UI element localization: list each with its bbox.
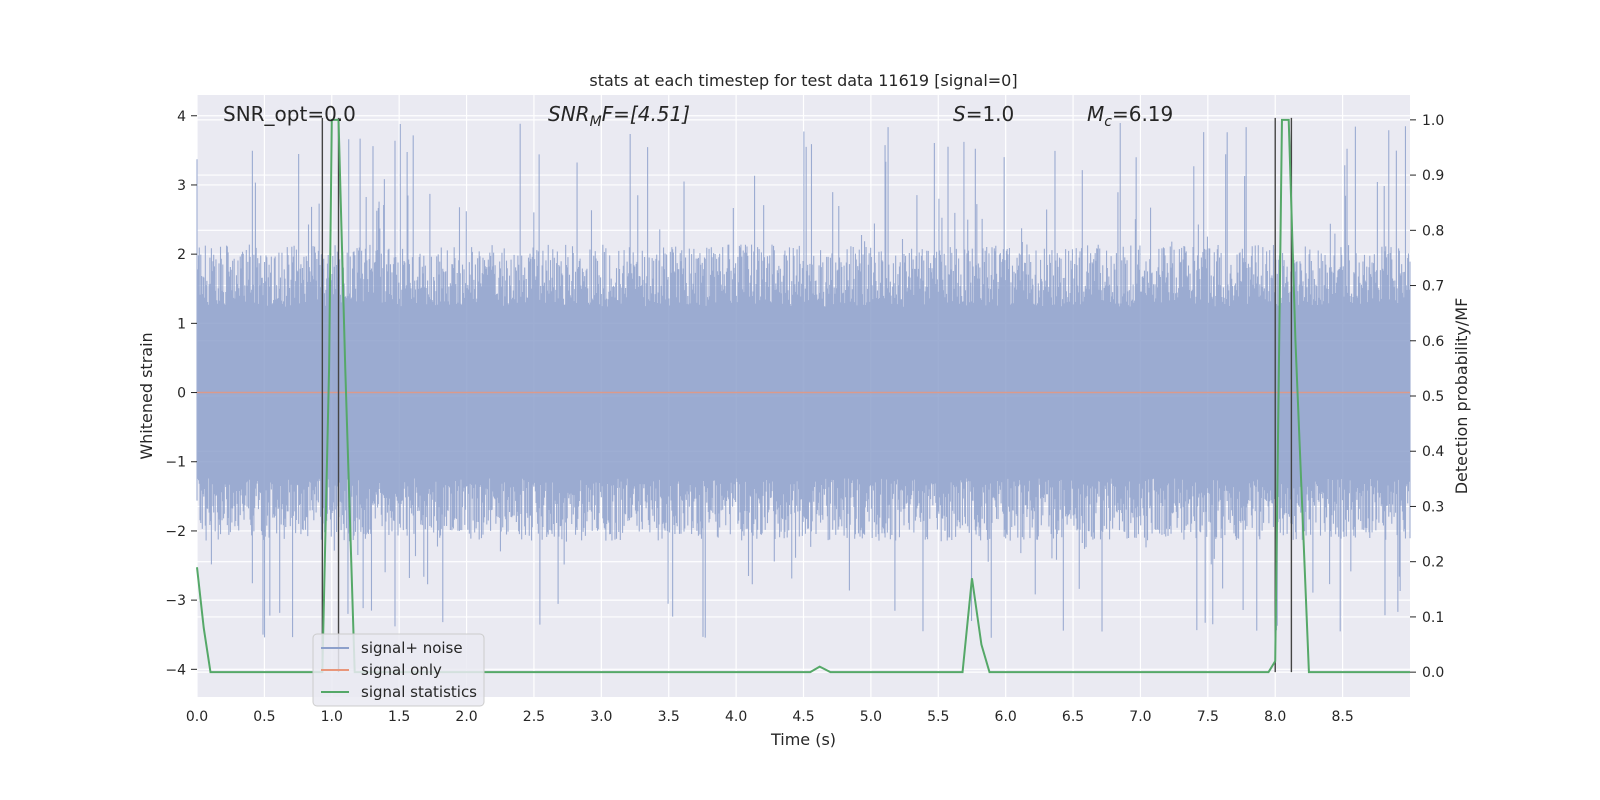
y-tick-label: −3	[165, 593, 186, 609]
y-tick-label: 0	[177, 386, 186, 402]
y-tick-label: 1	[177, 316, 186, 332]
x-tick-label: 6.0	[995, 709, 1017, 725]
y2-tick-label: 0.3	[1422, 499, 1444, 515]
y2-tick-label: 0.0	[1422, 665, 1444, 681]
x-tick-label: 6.5	[1062, 709, 1084, 725]
x-axis-label: Time (s)	[770, 730, 836, 749]
x-tick-label: 7.5	[1197, 709, 1219, 725]
y-tick-label: −1	[165, 455, 186, 471]
chart-title: stats at each timestep for test data 116…	[589, 71, 1017, 90]
y2-tick-label: 1.0	[1422, 113, 1444, 129]
x-tick-label: 3.5	[658, 709, 680, 725]
y2-tick-label: 0.7	[1422, 279, 1444, 295]
y-tick-label: −4	[165, 662, 186, 678]
y2-tick-label: 0.9	[1422, 168, 1444, 184]
annotation-s-stat: S=1.0	[953, 102, 1014, 126]
annotation-snr-opt: SNR_opt=0.0	[223, 102, 356, 126]
x-tick-label: 4.5	[792, 709, 814, 725]
y2-tick-label: 0.8	[1422, 223, 1444, 239]
y-tick-label: 4	[177, 109, 186, 125]
x-tick-label: 4.0	[725, 709, 747, 725]
x-tick-label: 5.0	[860, 709, 882, 725]
y2-axis-ticks: 1.0 0.9 0.8 0.7 0.6 0.5 0.4 0.3 0.2 0.1 0.0	[1410, 113, 1444, 681]
x-tick-label: 2.0	[455, 709, 477, 725]
x-tick-label: 0.0	[186, 709, 208, 725]
y2-tick-label: 0.5	[1422, 389, 1444, 405]
x-tick-label: 3.0	[590, 709, 612, 725]
legend-label: signal statistics	[361, 683, 477, 701]
legend-label: signal+ noise	[361, 639, 463, 657]
x-tick-label: 2.5	[523, 709, 545, 725]
x-tick-label: 1.0	[321, 709, 343, 725]
y-tick-label: −2	[165, 524, 186, 540]
legend-label: signal only	[361, 661, 442, 679]
y2-tick-label: 0.4	[1422, 444, 1444, 460]
x-axis-ticks: 0.0 0.5 1.0 1.5 2.0 2.5 3.0 3.5 4.0 4.5 5.0 5.5 6.0 6…	[186, 709, 1354, 725]
y2-tick-label: 0.2	[1422, 555, 1444, 571]
x-tick-label: 8.0	[1264, 709, 1286, 725]
y2-tick-label: 0.1	[1422, 610, 1444, 626]
legend-box	[312, 633, 485, 707]
x-tick-label: 7.0	[1129, 709, 1151, 725]
y-axis-label: Whitened strain	[137, 332, 156, 459]
annotation-snr-mf: SNRMF=[4.51]	[548, 102, 690, 130]
annotation-mchirp: Mc=6.19	[1087, 102, 1173, 130]
x-tick-label: 1.5	[388, 709, 410, 725]
x-tick-label: 5.5	[927, 709, 949, 725]
y-tick-label: 3	[177, 178, 186, 194]
annotations: SNR_opt=0.0 SNRMF=[4.51] S=1.0 Mc=6.19	[223, 102, 1173, 130]
legend: signal+ noise signal only signal statistic…	[312, 633, 485, 707]
y2-axis-label: Detection probability/MF	[1452, 298, 1471, 495]
x-tick-label: 8.5	[1331, 709, 1353, 725]
y-axis-ticks: 4 3 2 1 0 −1 −2 −3 −4	[165, 109, 197, 678]
y2-tick-label: 0.6	[1422, 334, 1444, 350]
x-tick-label: 0.5	[253, 709, 275, 725]
y-tick-label: 2	[177, 247, 186, 263]
